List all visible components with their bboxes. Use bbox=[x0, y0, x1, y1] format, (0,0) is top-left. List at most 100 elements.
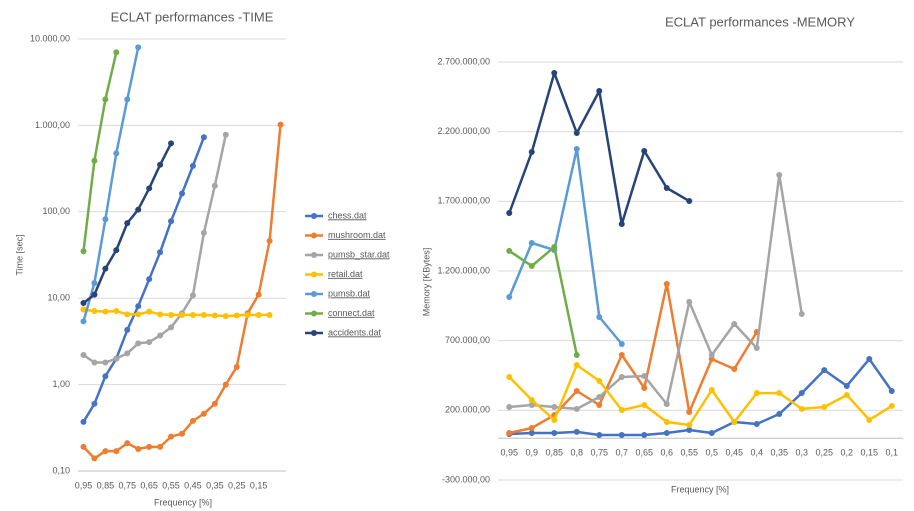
data-point bbox=[168, 433, 175, 440]
data-point bbox=[663, 280, 670, 287]
data-point bbox=[266, 237, 273, 244]
data-point bbox=[686, 421, 693, 428]
data-point bbox=[189, 292, 196, 299]
data-point bbox=[113, 150, 120, 157]
data-point bbox=[528, 425, 535, 432]
x-tick-label: 0,55 bbox=[680, 448, 698, 458]
x-tick-label: 0,75 bbox=[118, 480, 136, 490]
data-point bbox=[551, 416, 558, 423]
data-point bbox=[157, 332, 164, 339]
data-point bbox=[641, 373, 648, 380]
data-point bbox=[798, 390, 805, 397]
data-point bbox=[506, 403, 513, 410]
data-point bbox=[179, 430, 185, 437]
data-point bbox=[157, 249, 164, 256]
x-tick-label: 0,2 bbox=[840, 448, 853, 458]
data-point bbox=[200, 311, 207, 318]
series-line bbox=[509, 357, 893, 437]
data-point bbox=[113, 308, 120, 315]
data-point bbox=[776, 171, 783, 178]
data-point bbox=[102, 359, 109, 366]
data-point bbox=[124, 350, 131, 357]
data-point bbox=[102, 308, 109, 315]
data-point bbox=[753, 420, 760, 427]
x-tick-label: 0,75 bbox=[590, 448, 608, 458]
legend-marker bbox=[311, 330, 317, 336]
legend-marker bbox=[311, 252, 317, 258]
x-tick-label: 0,4 bbox=[750, 448, 763, 458]
x-tick-label: 0,7 bbox=[615, 448, 628, 458]
legend-label: pumsb.dat bbox=[328, 288, 371, 298]
x-tick-label: 0,65 bbox=[140, 480, 158, 490]
data-point bbox=[866, 416, 873, 423]
data-point bbox=[146, 308, 153, 315]
chart-title: ECLAT performances -TIME bbox=[111, 9, 274, 24]
data-point bbox=[102, 448, 109, 455]
x-tick-label: 0,45 bbox=[725, 448, 743, 458]
series-line bbox=[82, 52, 118, 252]
data-point bbox=[528, 262, 535, 269]
data-point bbox=[146, 185, 153, 192]
data-point bbox=[179, 311, 185, 318]
data-point bbox=[731, 419, 738, 426]
data-point bbox=[244, 311, 251, 318]
data-point bbox=[596, 377, 603, 384]
y-tick-label: 1,00 bbox=[52, 379, 70, 389]
x-tick-label: 0,45 bbox=[184, 480, 202, 490]
data-point bbox=[753, 390, 760, 397]
data-point bbox=[135, 303, 142, 310]
data-point bbox=[573, 130, 580, 137]
data-point bbox=[124, 326, 131, 333]
y-tick-label: 0,10 bbox=[52, 465, 70, 475]
data-point bbox=[135, 340, 142, 347]
data-point bbox=[91, 400, 98, 407]
data-point bbox=[641, 431, 648, 438]
data-point bbox=[266, 311, 273, 318]
data-point bbox=[113, 448, 120, 455]
data-point bbox=[189, 417, 196, 424]
data-point bbox=[506, 247, 513, 254]
data-point bbox=[200, 410, 207, 417]
data-point bbox=[663, 419, 670, 426]
y-tick-label: 700.000,00 bbox=[445, 335, 490, 345]
data-point bbox=[168, 324, 175, 331]
series-line bbox=[508, 147, 623, 345]
x-tick-label: 0,55 bbox=[162, 480, 180, 490]
data-point bbox=[80, 299, 87, 306]
data-point bbox=[91, 455, 98, 462]
data-point bbox=[506, 374, 513, 381]
data-point bbox=[233, 312, 240, 319]
series-line bbox=[508, 363, 893, 427]
data-point bbox=[80, 352, 87, 359]
data-point bbox=[551, 70, 558, 77]
data-point bbox=[124, 311, 131, 318]
x-tick-label: 0,85 bbox=[97, 480, 115, 490]
data-point bbox=[708, 386, 715, 393]
data-point bbox=[573, 387, 580, 394]
data-point bbox=[135, 445, 142, 452]
data-point bbox=[753, 345, 760, 352]
data-point bbox=[708, 430, 715, 437]
series-line bbox=[508, 245, 579, 356]
data-point bbox=[168, 218, 175, 225]
data-point bbox=[255, 311, 262, 318]
data-point bbox=[888, 403, 895, 410]
data-point bbox=[641, 148, 648, 155]
data-point bbox=[618, 221, 625, 228]
y-tick-label: 1.700.000,00 bbox=[437, 196, 490, 206]
data-point bbox=[222, 131, 229, 138]
data-point bbox=[506, 294, 513, 301]
data-point bbox=[80, 306, 87, 313]
data-point bbox=[135, 206, 142, 213]
y-tick-label: -300.000,00 bbox=[442, 474, 490, 484]
data-point bbox=[255, 291, 262, 298]
data-point bbox=[573, 145, 580, 152]
data-point bbox=[189, 162, 196, 169]
data-point bbox=[211, 182, 218, 189]
data-point bbox=[551, 430, 558, 437]
data-point bbox=[618, 407, 625, 414]
legend-marker bbox=[311, 310, 317, 317]
legend-marker bbox=[311, 271, 317, 278]
x-tick-label: 0,95 bbox=[75, 480, 93, 490]
data-point bbox=[146, 276, 153, 283]
